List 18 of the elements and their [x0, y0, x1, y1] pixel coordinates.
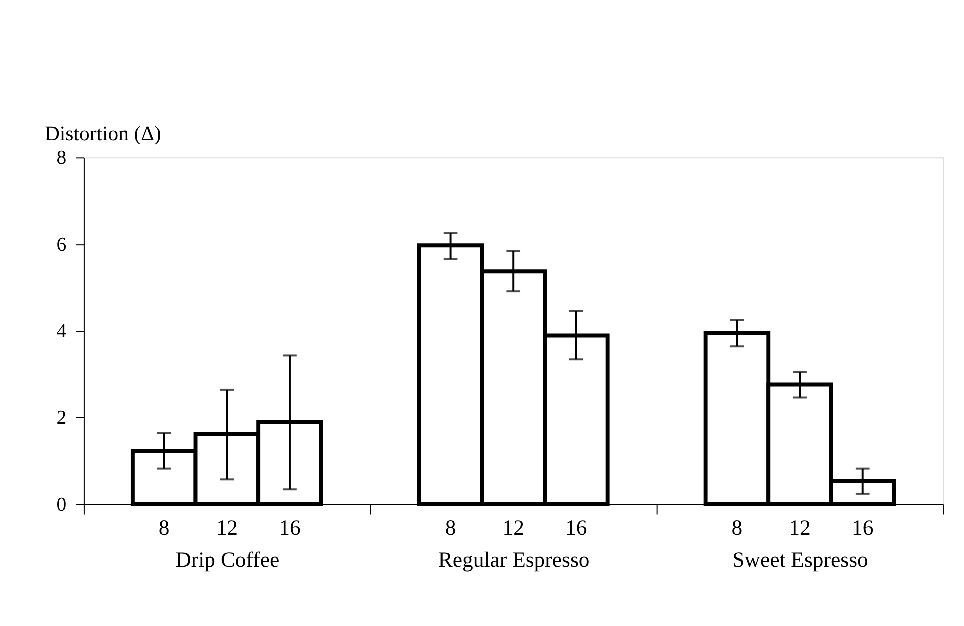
x-tick-label: Regular Espresso — [438, 548, 590, 572]
text: 16 — [852, 516, 874, 540]
text: 8 — [732, 516, 743, 540]
y-tick-label: 8 — [56, 147, 67, 170]
series-label: 16 — [279, 516, 301, 540]
text: 12 — [502, 516, 524, 540]
series-label: 8 — [158, 516, 170, 540]
y-tick-label: 2 — [56, 407, 67, 430]
y-tick-label: 4 — [56, 320, 67, 342]
y-tick-label: 6 — [56, 234, 67, 256]
x-tick-label: Drip Coffee — [176, 548, 280, 572]
text: 8 — [445, 516, 456, 540]
series-label: 12 — [216, 516, 238, 540]
text: 12 — [789, 516, 811, 540]
y-axis-title: Distortion (Δ) — [44, 123, 162, 146]
y-tick-label: 0 — [56, 494, 67, 516]
x-tick-label: Sweet Espresso — [732, 548, 869, 572]
text: 16 — [566, 516, 588, 540]
